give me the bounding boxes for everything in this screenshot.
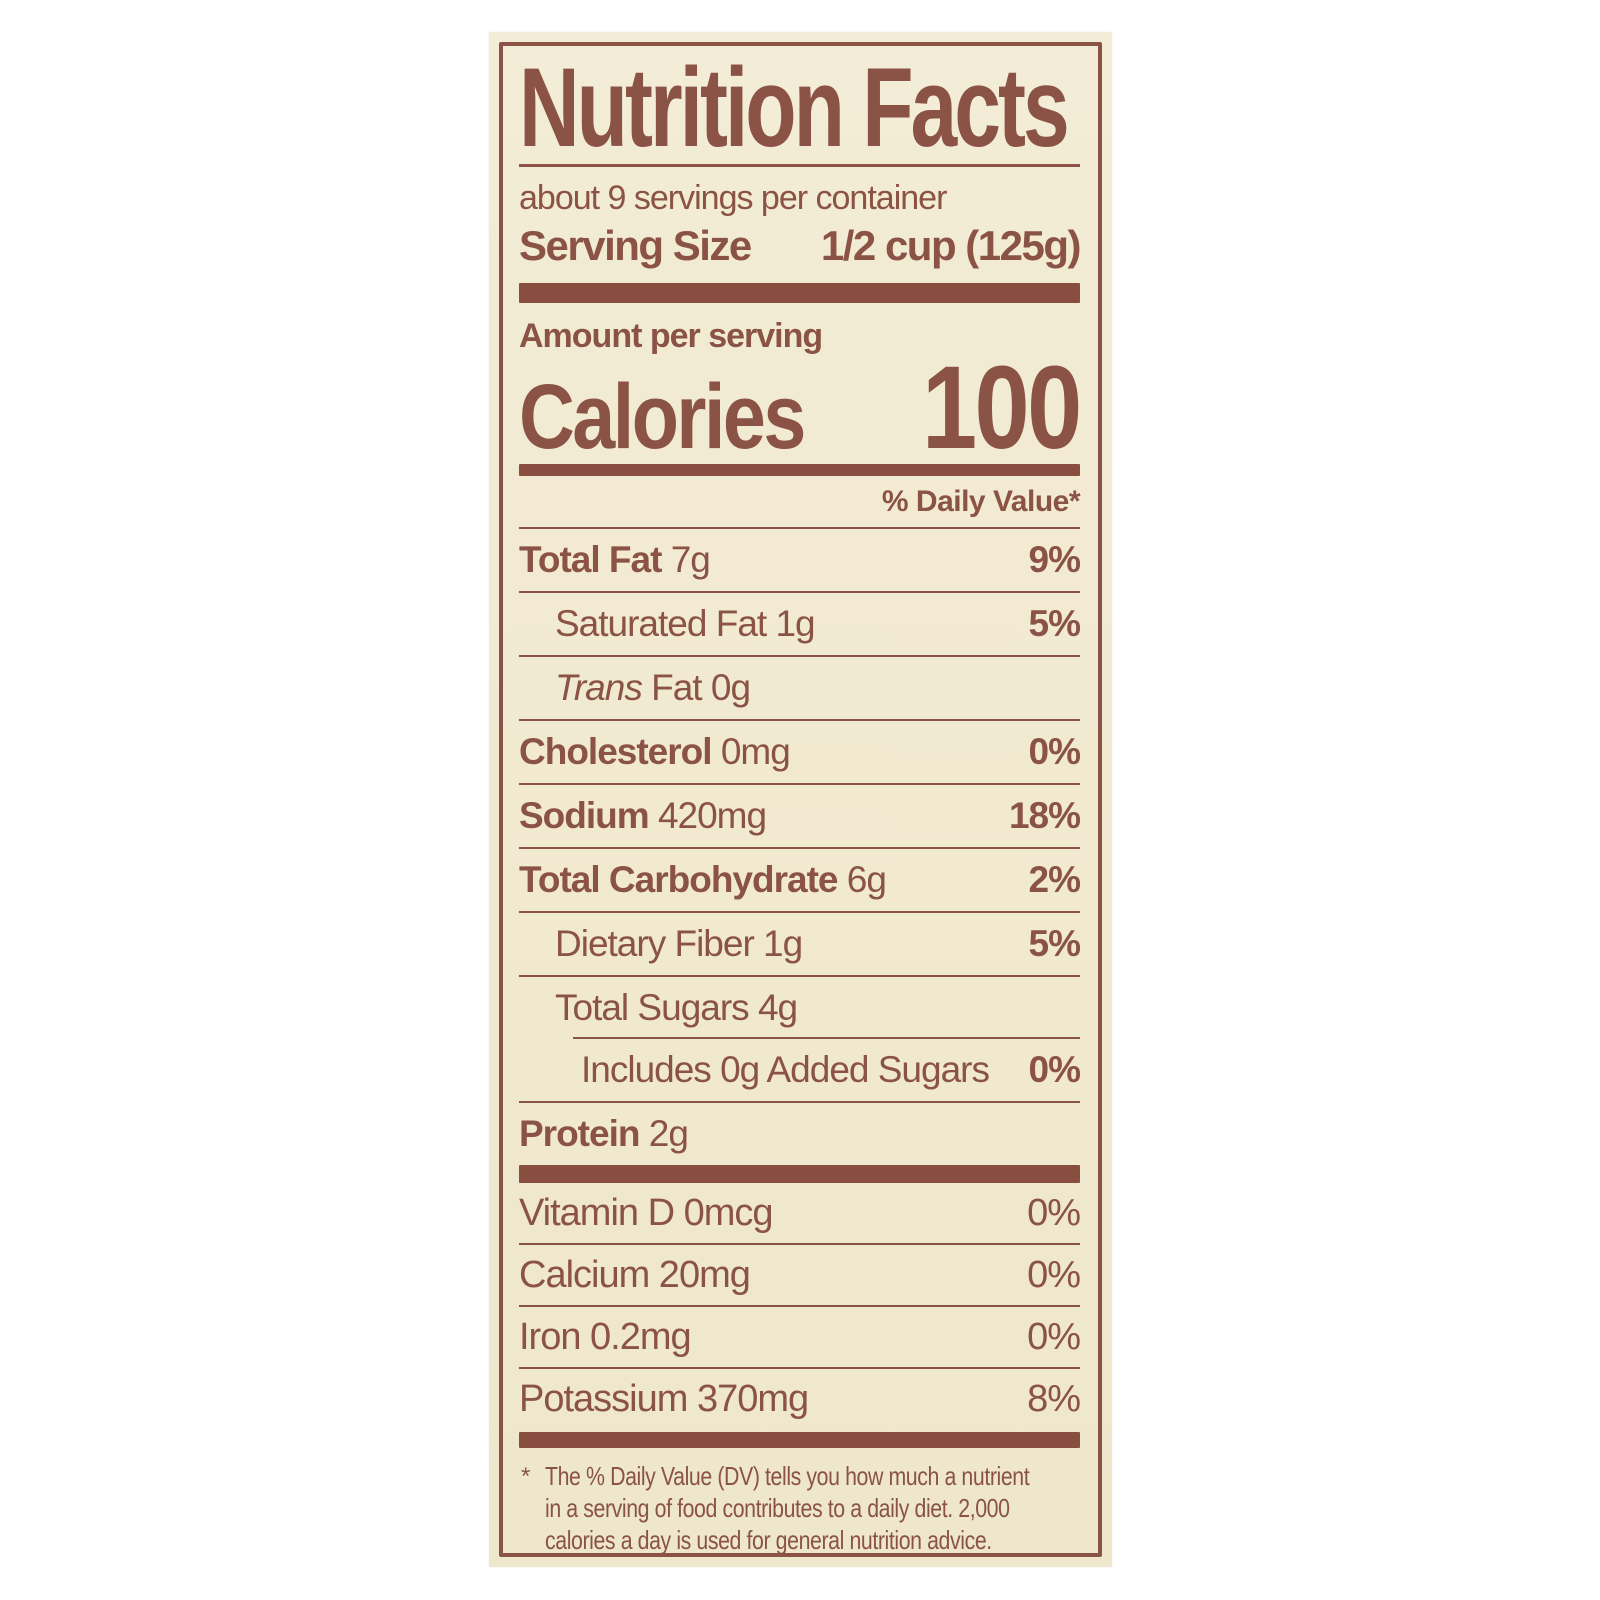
section-divider-bar	[519, 1432, 1080, 1448]
nutrient-row-sodium: Sodium 420mg 18%	[519, 783, 1081, 847]
serving-size-value: 1/2 cup (125g)	[820, 222, 1082, 269]
amount-per-serving-label: Amount per serving	[519, 317, 823, 355]
nutrient-percent: 2%	[1028, 859, 1081, 900]
nutrient-row-protein: Protein 2g	[519, 1101, 1080, 1165]
vitamin-label: Potassium 370mg	[519, 1378, 809, 1420]
nutrition-facts-label: Nutrition Facts about 9 servings per con…	[489, 32, 1112, 1567]
nutrient-label: Cholesterol 0mg	[519, 731, 791, 772]
nutrient-label: Total Sugars 4g	[555, 987, 798, 1028]
servings-per-container: about 9 servings per container	[519, 179, 947, 217]
nutrient-row-total-sugars: Total Sugars 4g	[519, 975, 1080, 1039]
nutrient-table: Total Fat 7g 9% Saturated Fat 1g 5% Tran…	[519, 527, 1081, 1165]
footnote-asterisk: *	[521, 1463, 530, 1490]
vitamin-label: Vitamin D 0mcg	[519, 1192, 774, 1234]
nutrient-row-total-fat: Total Fat 7g 9%	[519, 529, 1081, 591]
nutrient-percent: 9%	[1028, 539, 1081, 580]
label-title-text: Nutrition Facts	[519, 45, 1070, 170]
section-divider-bar	[519, 283, 1080, 303]
nutrient-row-total-carbohydrate: Total Carbohydrate 6g 2%	[519, 847, 1081, 911]
nutrient-percent: 18%	[1008, 795, 1081, 836]
nutrient-row-trans-fat: Trans Fat 0g	[519, 655, 1080, 719]
serving-size-row: Serving Size 1/2 cup (125g)	[519, 222, 1082, 270]
calories-row: Calories 100	[519, 342, 1082, 474]
vitamin-row-potassium: Potassium 370mg 8%	[519, 1367, 1081, 1429]
nutrient-percent: 5%	[1028, 603, 1081, 644]
nutrient-percent: 5%	[1028, 923, 1081, 964]
nutrient-percent: 0%	[1028, 731, 1081, 772]
nutrient-row-added-sugars: Includes 0g Added Sugars 0%	[519, 1037, 1081, 1101]
vitamin-row-vitamin-d: Vitamin D 0mcg 0%	[519, 1183, 1081, 1243]
nutrient-row-saturated-fat: Saturated Fat 1g 5%	[519, 591, 1081, 655]
vitamin-label: Calcium 20mg	[519, 1254, 751, 1296]
nutrient-label: Includes 0g Added Sugars	[581, 1049, 990, 1090]
title-divider	[519, 164, 1080, 167]
section-divider-bar	[519, 1165, 1080, 1183]
vitamin-percent: 0%	[1027, 1192, 1081, 1234]
nutrient-label: Saturated Fat 1g	[555, 603, 816, 644]
nutrient-label: Sodium 420mg	[519, 795, 767, 836]
footnote-line: calories a day is used for general nutri…	[545, 1525, 992, 1555]
vitamin-percent: 8%	[1027, 1378, 1081, 1420]
nutrient-row-dietary-fiber: Dietary Fiber 1g 5%	[519, 911, 1081, 975]
nutrient-label: Trans Fat 0g	[555, 667, 751, 708]
vitamin-percent: 0%	[1027, 1254, 1081, 1296]
vitamin-row-iron: Iron 0.2mg 0%	[519, 1305, 1081, 1367]
serving-size-label: Serving Size	[519, 222, 752, 269]
daily-value-footnote: * The % Daily Value (DV) tells you how m…	[519, 1460, 1080, 1555]
calories-label: Calories	[519, 366, 806, 468]
vitamin-row-calcium: Calcium 20mg 0%	[519, 1243, 1081, 1305]
calories-divider-bar	[519, 464, 1080, 476]
vitamin-label: Iron 0.2mg	[519, 1316, 692, 1358]
micronutrient-table: Vitamin D 0mcg 0% Calcium 20mg 0% Iron 0…	[519, 1183, 1081, 1429]
label-border-frame: Nutrition Facts about 9 servings per con…	[499, 42, 1102, 1557]
label-title: Nutrition Facts	[519, 45, 1080, 170]
calories-value: 100	[921, 342, 1082, 474]
vitamin-percent: 0%	[1027, 1316, 1081, 1358]
nutrient-label: Total Fat 7g	[519, 539, 711, 580]
nutrient-label: Protein 2g	[519, 1113, 689, 1154]
footnote-line: in a serving of food contributes to a da…	[545, 1493, 1010, 1523]
footnote-line: The % Daily Value (DV) tells you how muc…	[545, 1461, 1030, 1491]
nutrient-row-cholesterol: Cholesterol 0mg 0%	[519, 719, 1081, 783]
daily-value-header: % Daily Value*	[881, 485, 1081, 518]
nutrient-percent: 0%	[1028, 1049, 1081, 1090]
nutrient-label: Total Carbohydrate 6g	[519, 859, 887, 900]
nutrient-label: Dietary Fiber 1g	[555, 923, 803, 964]
